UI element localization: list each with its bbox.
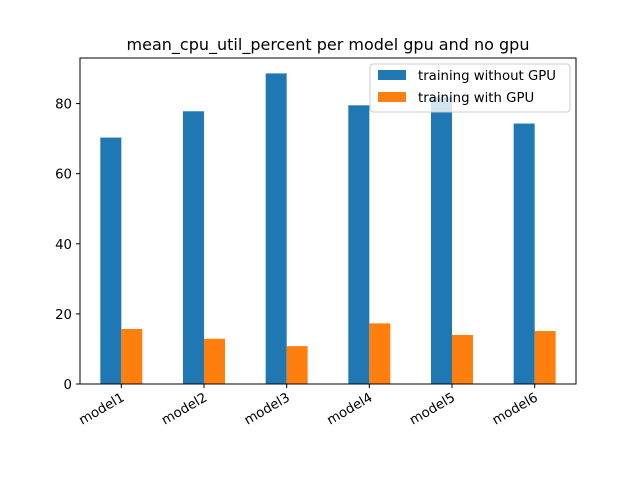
x-tick-label: model3 (242, 390, 293, 428)
x-tick-label: model2 (159, 390, 210, 428)
y-tick-label: 20 (55, 308, 72, 323)
x-tick-label: model5 (407, 390, 458, 428)
y-tick-label: 40 (55, 238, 72, 253)
legend: training without GPU training with GPU (369, 63, 571, 113)
bars-group (100, 73, 556, 385)
bar-model6-without-gpu (513, 123, 535, 384)
x-tick-label: model1 (77, 390, 128, 428)
bar-model5-with-gpu (452, 334, 473, 384)
y-tick-label: 0 (64, 378, 72, 393)
legend-label-training-without-gpu: training without GPU (418, 69, 556, 84)
x-tick-label: model4 (325, 390, 376, 428)
plot-frame (79, 57, 577, 385)
bar-model2-with-gpu (204, 338, 225, 384)
bar-model6-with-gpu (534, 331, 556, 384)
bar-model2-without-gpu (183, 111, 204, 384)
bar-model1-without-gpu (100, 137, 122, 384)
x-tick-label: model6 (490, 390, 541, 428)
y-tick-label: 80 (55, 98, 72, 113)
bar-model4-with-gpu (369, 323, 391, 384)
bar-model4-without-gpu (348, 105, 370, 385)
y-axis: 0 20 40 60 80 (55, 98, 80, 393)
legend-box (369, 63, 571, 113)
legend-swatch-training-with-gpu (378, 92, 406, 102)
y-tick-label: 60 (55, 168, 72, 183)
bar-model3-with-gpu (286, 346, 308, 384)
x-axis: model1 model2 model3 model4 model5 model6 (77, 384, 541, 428)
bar-model1-with-gpu (121, 328, 143, 384)
bar-model3-without-gpu (265, 73, 287, 385)
legend-label-training-with-gpu: training with GPU (418, 91, 534, 106)
bar-model5-without-gpu (431, 97, 452, 384)
legend-swatch-training-without-gpu (378, 70, 406, 80)
chart-title: mean_cpu_util_percent per model gpu and … (127, 35, 530, 55)
